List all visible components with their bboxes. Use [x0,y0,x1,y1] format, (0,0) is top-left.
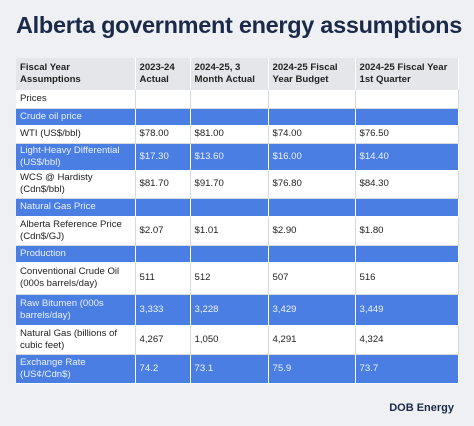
empty-cell [190,90,269,109]
section-row: Production [16,245,459,263]
row-label: Raw Bitumen (000s barrels/day) [16,294,136,326]
section-row: Prices [16,90,459,109]
empty-cell [355,198,459,217]
value-cell: $17.30 [135,143,191,171]
value-cell: 3,333 [135,294,191,326]
title: Alberta government energy assumptions [16,12,462,38]
value-cell: 74.2 [135,354,191,384]
row-label: Natural Gas Price [16,198,136,217]
value-cell: $78.00 [135,125,191,144]
section-row: Natural Gas Price [16,198,459,217]
assumptions-table: Fiscal Year Assumptions 2023-24 Actual 202… [16,58,459,384]
data-row: WTI (US$/bbl) $78.00 $81.00 $74.00 $76.50 [16,125,459,144]
value-cell: $2.07 [135,216,191,246]
empty-cell [190,108,269,126]
row-label: Prices [16,90,136,109]
header-cell: 2024-25 Fiscal Year 1st Quarter [355,58,459,90]
empty-cell [268,198,356,217]
value-cell: 75.9 [268,354,356,384]
value-cell: 4,267 [135,325,191,355]
value-cell: $81.70 [135,170,191,199]
header-cell: 2024-25, 3 Month Actual [190,58,269,90]
value-cell: $84.30 [355,170,459,199]
value-cell: $1.01 [190,216,269,246]
value-cell: 4,291 [268,325,356,355]
logo: DOB Energy [389,402,454,414]
value-cell: $81.00 [190,125,269,144]
value-cell: 512 [190,262,269,295]
header-cell: 2023-24 Actual [135,58,191,90]
data-row: Exchange Rate (US¢/Cdn$) 74.2 73.1 75.9 73.7 [16,354,459,384]
header-row: Fiscal Year Assumptions 2023-24 Actual 202… [16,58,459,90]
row-label: Natural Gas (billions of cubic feet) [16,325,136,355]
empty-cell [190,245,269,263]
empty-cell [190,198,269,217]
empty-cell [268,108,356,126]
row-label: Light-Heavy Differential (US$/bbl) [16,143,136,171]
row-label: Exchange Rate (US¢/Cdn$) [16,354,136,384]
row-label: Production [16,245,136,263]
value-cell: 3,228 [190,294,269,326]
empty-cell [355,108,459,126]
value-cell: $76.50 [355,125,459,144]
value-cell: $13.60 [190,143,269,171]
empty-cell [135,245,191,263]
value-cell: 511 [135,262,191,295]
data-row: WCS @ Hardisty (Cdn$/bbl) $81.70 $91.70 $76… [16,170,459,199]
empty-cell [135,198,191,217]
empty-cell [355,90,459,109]
data-row: Alberta Reference Price (Cdn$/GJ) $2.07 $1… [16,216,459,246]
empty-cell [135,90,191,109]
value-cell: 4,324 [355,325,459,355]
row-label: WTI (US$/bbl) [16,125,136,144]
value-cell: $91.70 [190,170,269,199]
row-label: Crude oil price [16,108,136,126]
value-cell: 3,449 [355,294,459,326]
section-row: Crude oil price [16,108,459,126]
value-cell: $76.80 [268,170,356,199]
data-row: Raw Bitumen (000s barrels/day) 3,333 3,228… [16,294,459,326]
empty-cell [355,245,459,263]
value-cell: $14.40 [355,143,459,171]
empty-cell [135,108,191,126]
value-cell: 516 [355,262,459,295]
row-label: Conventional Crude Oil (000s barrels/day… [16,262,136,295]
row-label: Alberta Reference Price (Cdn$/GJ) [16,216,136,246]
value-cell: 507 [268,262,356,295]
value-cell: 73.7 [355,354,459,384]
header-cell: Fiscal Year Assumptions [16,58,136,90]
row-label: WCS @ Hardisty (Cdn$/bbl) [16,170,136,199]
empty-cell [268,245,356,263]
value-cell: $1.80 [355,216,459,246]
data-row: Light-Heavy Differential (US$/bbl) $17.30… [16,143,459,171]
empty-cell [268,90,356,109]
data-row: Conventional Crude Oil (000s barrels/day… [16,262,459,295]
value-cell: 1,050 [190,325,269,355]
value-cell: $16.00 [268,143,356,171]
value-cell: $74.00 [268,125,356,144]
value-cell: $2.90 [268,216,356,246]
value-cell: 73.1 [190,354,269,384]
value-cell: 3,429 [268,294,356,326]
data-row: Natural Gas (billions of cubic feet) 4,26… [16,325,459,355]
header-cell: 2024-25 Fiscal Year Budget [268,58,356,90]
